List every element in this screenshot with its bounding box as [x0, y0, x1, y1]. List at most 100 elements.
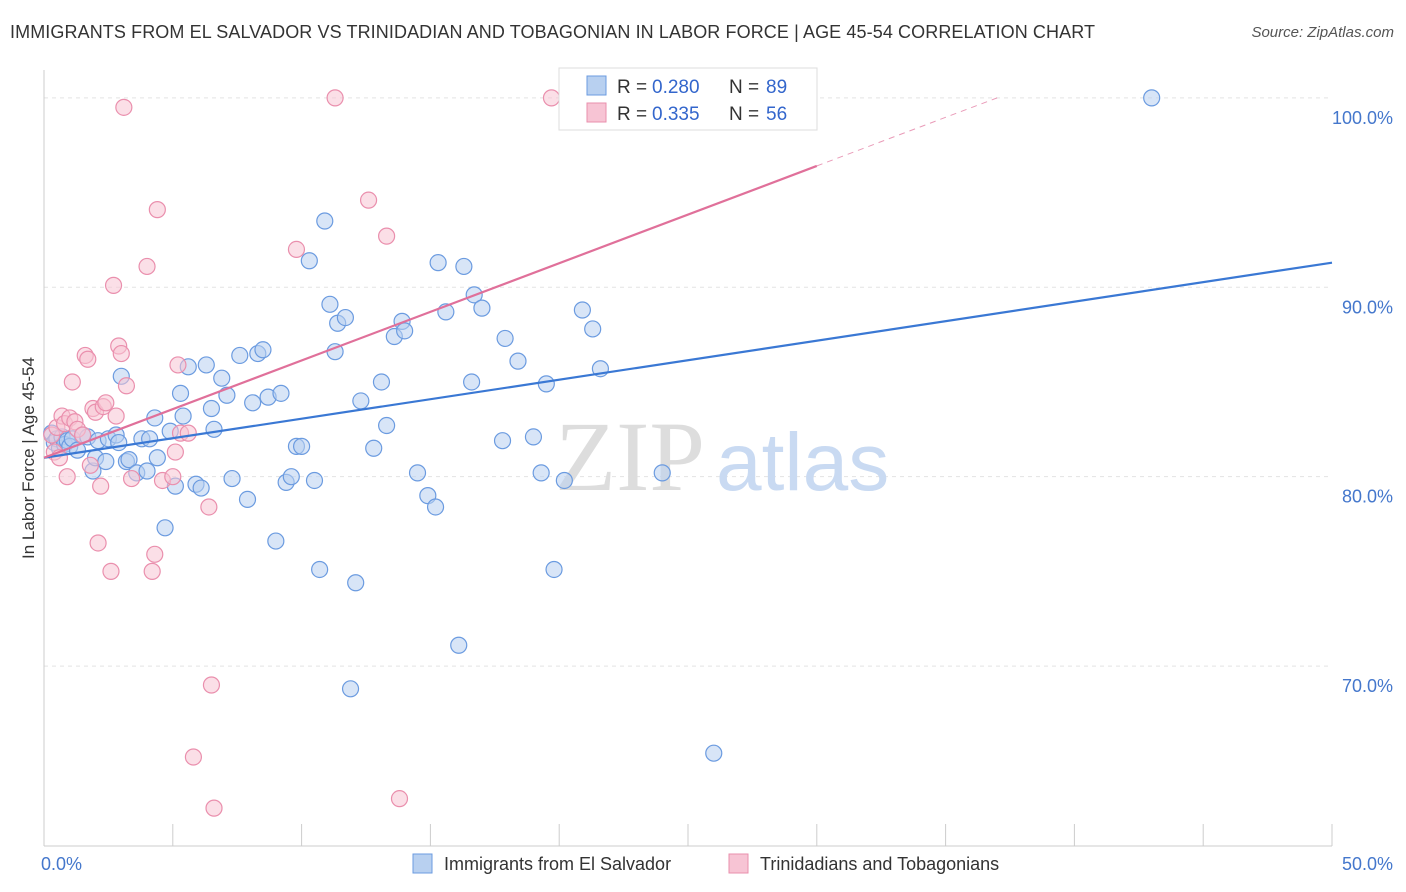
point-trinidad	[115, 98, 133, 116]
point-trinidad	[287, 240, 306, 258]
grid-lines	[44, 97, 1332, 667]
point-el-salvador	[372, 373, 391, 391]
point-el-salvador	[174, 407, 192, 425]
point-trinidad	[138, 257, 156, 276]
x-ticks	[43, 824, 1333, 846]
point-el-salvador	[463, 373, 481, 391]
point-el-salvador	[524, 428, 543, 446]
x-tick-labels: 0.0% 50.0%	[41, 854, 1393, 874]
point-trinidad	[89, 534, 107, 552]
point-trinidad	[79, 350, 97, 368]
legend-r-value-2: 0.335	[652, 104, 700, 125]
point-trinidad	[202, 676, 221, 694]
point-trinidad	[205, 799, 223, 817]
point-el-salvador	[267, 532, 285, 550]
point-trinidad	[122, 469, 141, 488]
point-el-salvador	[305, 471, 324, 490]
point-trinidad	[92, 477, 110, 495]
trend-line-el-salvador	[43, 261, 1333, 459]
bottom-legend: Immigrants from El Salvador Trinidadians…	[412, 853, 999, 874]
point-el-salvador	[509, 352, 527, 370]
point-el-salvador	[138, 462, 156, 480]
point-el-salvador	[341, 680, 360, 698]
chart-title: IMMIGRANTS FROM EL SALVADOR VS TRINIDADI…	[10, 22, 1096, 42]
point-el-salvador	[426, 498, 445, 516]
watermark-atlas: atlas	[716, 417, 889, 508]
point-el-salvador	[205, 420, 223, 438]
point-trinidad	[117, 377, 136, 395]
y-tick-label: 80.0%	[1342, 487, 1393, 507]
y-tick-label: 100.0%	[1332, 108, 1393, 128]
trend-lines	[43, 97, 1333, 459]
point-trinidad	[143, 562, 161, 580]
point-el-salvador	[473, 299, 491, 317]
point-el-salvador	[293, 437, 311, 455]
trend-line-trinidad-extension	[816, 97, 998, 167]
point-trinidad	[542, 89, 561, 107]
point-trinidad	[200, 498, 218, 516]
point-el-salvador	[282, 468, 300, 486]
point-trinidad	[146, 545, 164, 563]
point-el-salvador	[653, 464, 671, 482]
point-el-salvador	[493, 432, 512, 450]
point-el-salvador	[378, 416, 396, 435]
point-el-salvador	[705, 744, 723, 762]
point-el-salvador	[321, 295, 339, 313]
point-el-salvador	[300, 252, 318, 270]
point-el-salvador	[192, 479, 210, 497]
y-axis-title: In Labor Force | Age 45-54	[19, 357, 38, 559]
point-el-salvador	[97, 452, 115, 471]
point-el-salvador	[141, 430, 159, 448]
point-trinidad	[164, 468, 182, 486]
point-el-salvador	[171, 384, 190, 402]
point-el-salvador	[197, 356, 215, 374]
legend-swatch-pink	[586, 102, 607, 123]
point-trinidad	[166, 443, 184, 461]
legend-swatch-blue	[586, 75, 607, 96]
point-el-salvador	[244, 394, 262, 412]
point-el-salvador	[532, 464, 550, 482]
watermark-zip: ZIP	[555, 401, 705, 512]
point-el-salvador	[365, 439, 383, 457]
point-trinidad	[179, 424, 197, 442]
point-el-salvador	[272, 384, 290, 402]
point-el-salvador	[496, 329, 514, 348]
legend-r-label-2: R =	[617, 104, 647, 125]
point-trinidad	[63, 373, 81, 391]
point-el-salvador	[316, 212, 334, 230]
point-el-salvador	[1143, 89, 1161, 107]
point-el-salvador	[408, 464, 427, 482]
point-trinidad	[169, 356, 187, 374]
point-el-salvador	[156, 519, 174, 537]
point-el-salvador	[455, 257, 473, 276]
bottom-legend-swatch-blue	[412, 853, 433, 874]
point-el-salvador	[223, 469, 241, 488]
point-trinidad	[97, 394, 115, 412]
point-trinidad	[107, 407, 125, 425]
legend-n-label-2: N =	[729, 104, 759, 125]
point-el-salvador	[120, 451, 138, 469]
source-label: Source: ZipAtlas.com	[1251, 24, 1394, 41]
point-el-salvador	[545, 560, 563, 579]
watermark: ZIP atlas	[555, 401, 889, 512]
point-el-salvador	[254, 341, 272, 359]
point-trinidad	[102, 562, 120, 580]
x-tick-label: 0.0%	[41, 854, 82, 874]
legend-n-value-1: 89	[766, 77, 787, 98]
bottom-legend-label-pink: Trinidadians and Tobagonians	[760, 854, 999, 874]
point-el-salvador	[396, 322, 414, 340]
bottom-legend-swatch-pink	[728, 853, 749, 874]
legend-r-label-1: R =	[617, 77, 647, 98]
legend-r-value-1: 0.280	[652, 77, 700, 98]
point-trinidad	[390, 790, 409, 808]
point-el-salvador	[352, 392, 370, 410]
legend-n-label-1: N =	[729, 77, 759, 98]
point-trinidad	[58, 468, 76, 486]
point-el-salvador	[429, 254, 447, 272]
point-trinidad	[148, 201, 166, 219]
point-trinidad	[112, 344, 130, 363]
point-el-salvador	[537, 375, 555, 393]
point-el-salvador	[347, 574, 365, 592]
point-trinidad	[81, 456, 99, 474]
